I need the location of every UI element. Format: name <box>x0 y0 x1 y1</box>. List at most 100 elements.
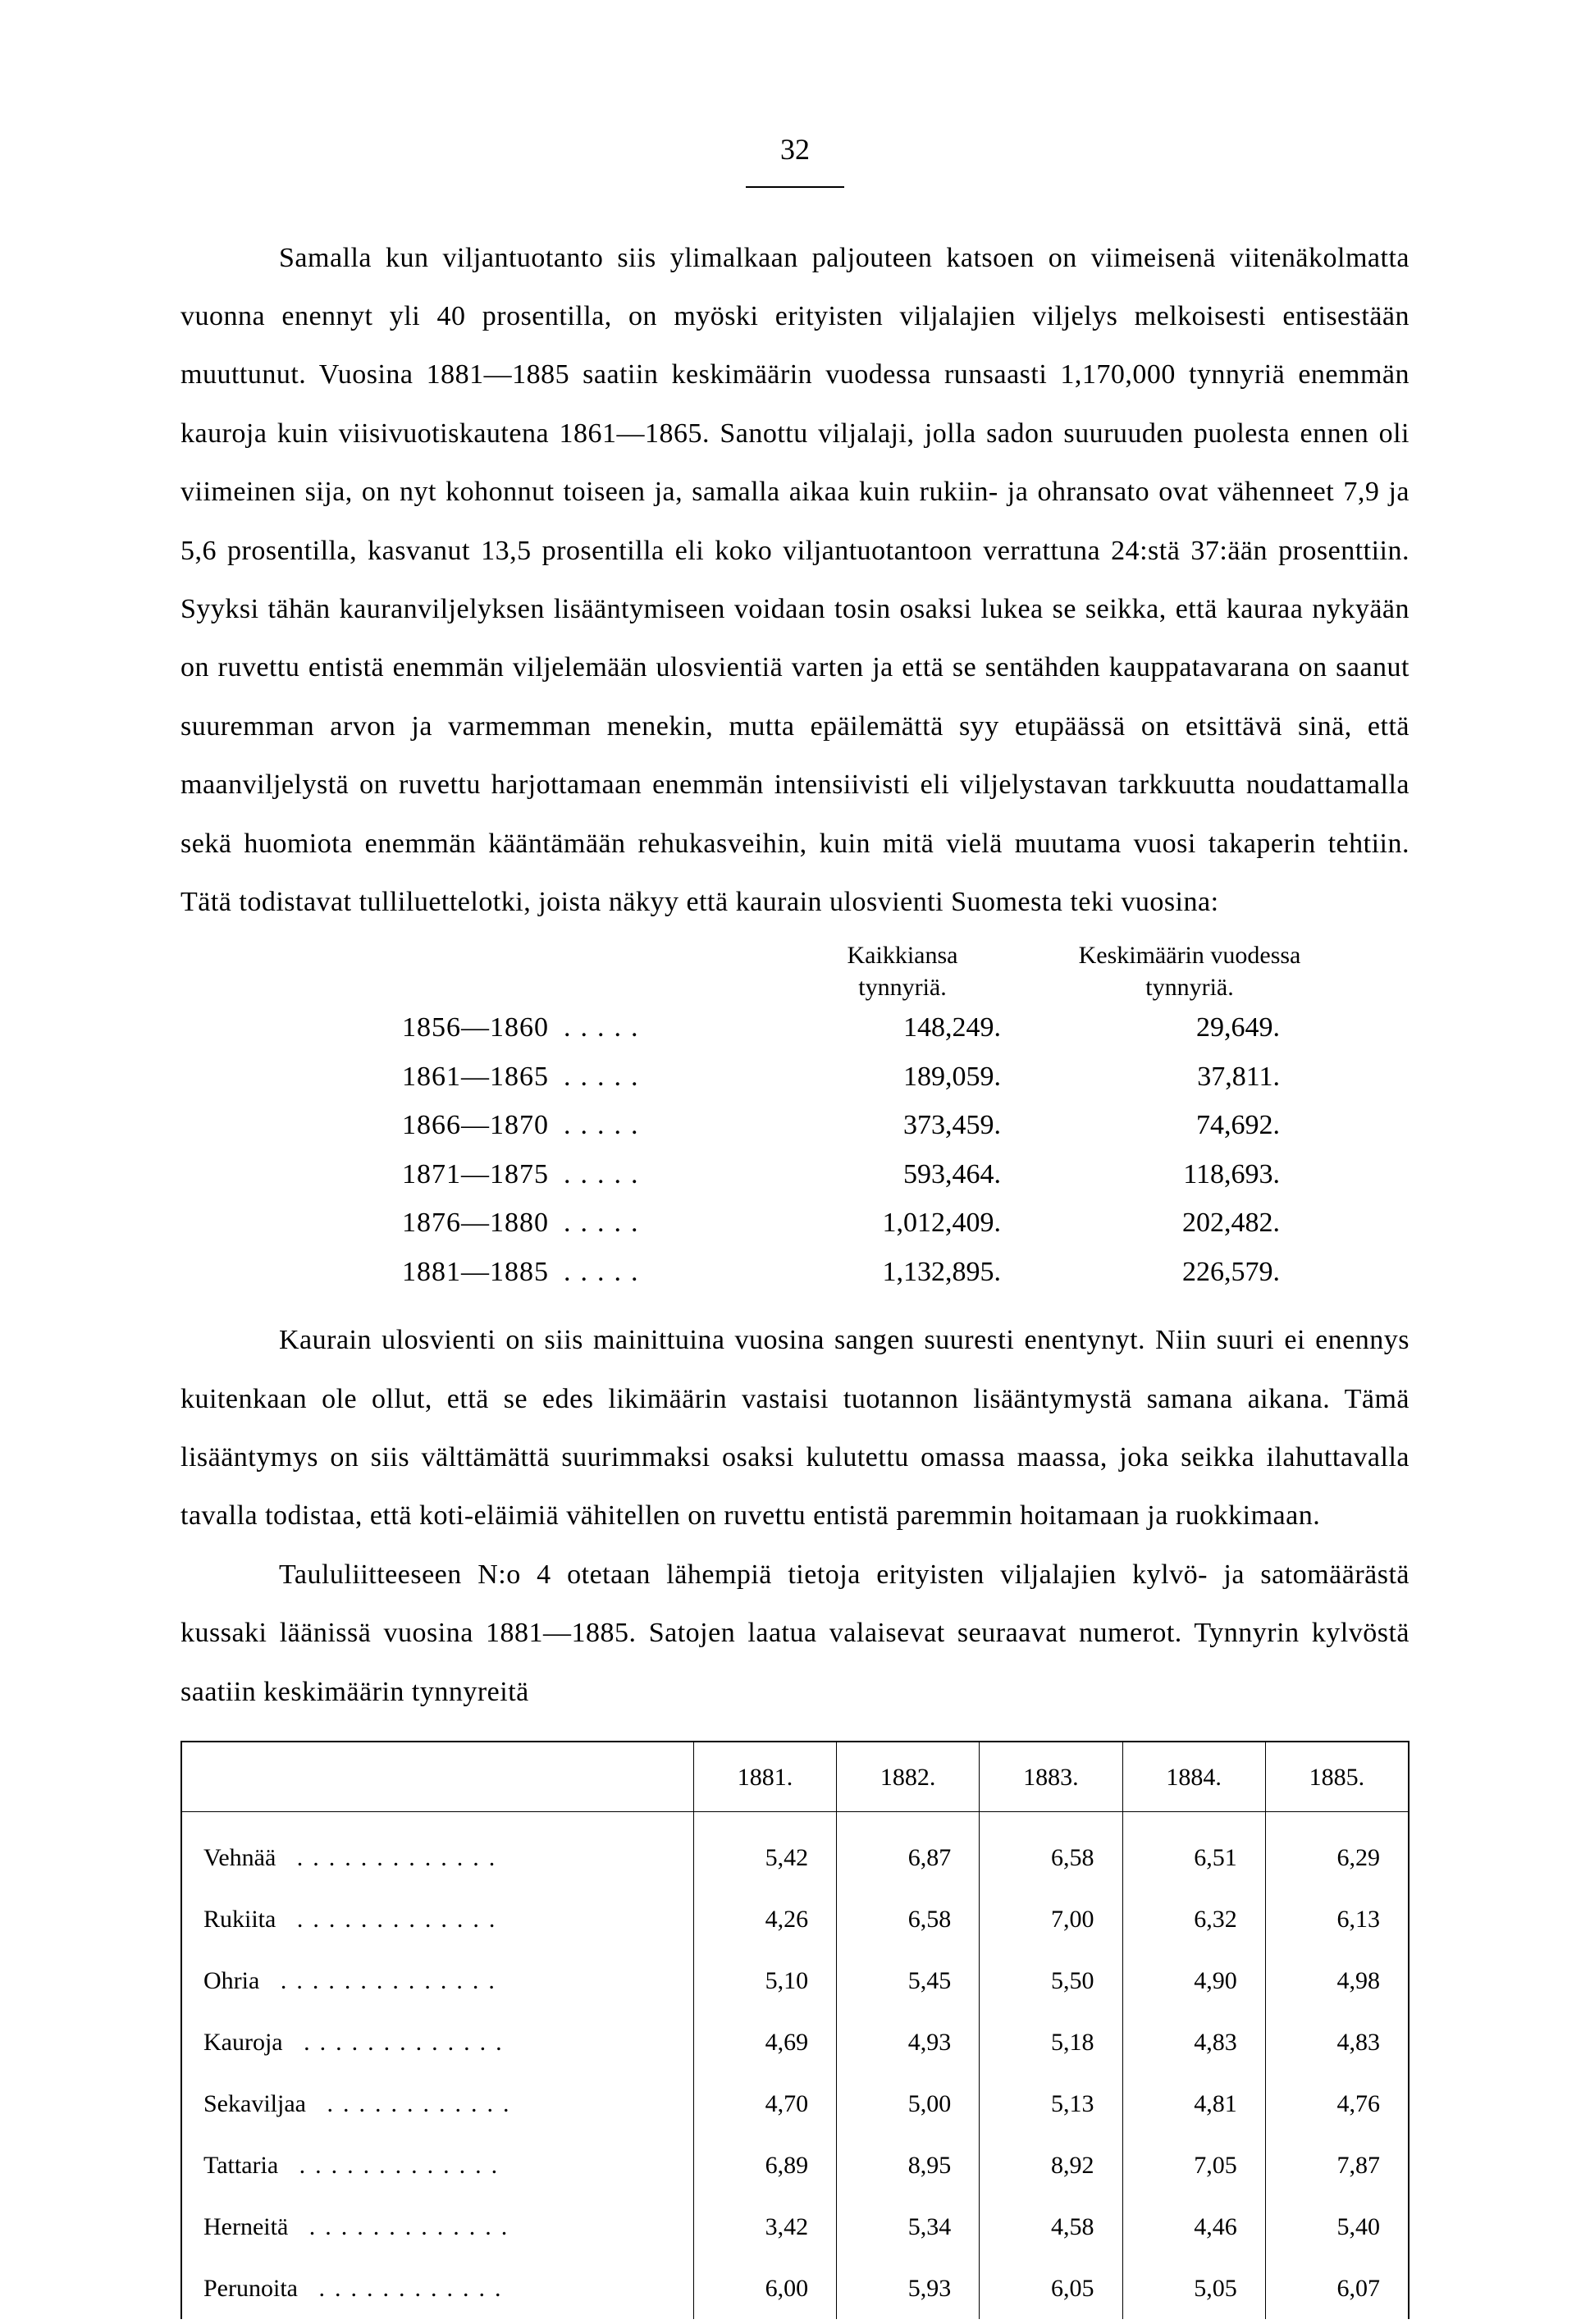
yield-crop-label: Tattaria ............. <box>181 2135 693 2196</box>
export-total: 1,012,409. <box>788 1199 1017 1248</box>
yield-value: 5,13 <box>980 2073 1122 2135</box>
yield-year-header: 1882. <box>837 1742 980 1812</box>
export-avg: 118,693. <box>1017 1150 1362 1199</box>
yield-value: 5,50 <box>980 1950 1122 2011</box>
leader-dots: ............. <box>278 2152 507 2179</box>
export-avg: 226,579. <box>1017 1248 1362 1297</box>
yield-row: Vehnää .............5,426,876,586,516,29 <box>181 1827 1409 1888</box>
yield-value: 4,70 <box>693 2073 836 2135</box>
export-header-total-2: tynnyriä. <box>788 971 1017 1003</box>
yield-crop-label: Herneitä ............. <box>181 2196 693 2258</box>
yield-value: 4,81 <box>1122 2073 1265 2135</box>
export-period: 1856—1860..... <box>180 1003 788 1052</box>
leader-dots: ............ <box>306 2090 519 2117</box>
yield-value: 6,29 <box>1265 1827 1409 1888</box>
yield-value: 7,05 <box>1122 2135 1265 2196</box>
export-row: 1881—1885.....1,132,895.226,579. <box>180 1248 1410 1297</box>
yield-row: Kauroja .............4,694,935,184,834,8… <box>181 2011 1409 2073</box>
yield-value: 6,07 <box>1265 2258 1409 2319</box>
yield-value: 5,18 <box>980 2011 1122 2073</box>
yield-value: 4,83 <box>1122 2011 1265 2073</box>
export-total: 373,459. <box>788 1101 1017 1150</box>
leader-dots: ............. <box>283 2029 512 2056</box>
yield-table-separator <box>181 1812 1409 1828</box>
yield-value: 4,58 <box>980 2196 1122 2258</box>
yield-value: 8,95 <box>837 2135 980 2196</box>
leader-dots: ..... <box>549 1012 648 1043</box>
yield-value: 5,00 <box>837 2073 980 2135</box>
yield-row: Sekaviljaa ............4,705,005,134,814… <box>181 2073 1409 2135</box>
export-period: 1876—1880..... <box>180 1199 788 1248</box>
yield-value: 6,58 <box>980 1827 1122 1888</box>
yield-value: 6,89 <box>693 2135 836 2196</box>
yield-value: 5,05 <box>1122 2258 1265 2319</box>
yield-value: 4,26 <box>693 1888 836 1950</box>
export-row: 1856—1860.....148,249.29,649. <box>180 1003 1410 1052</box>
yield-value: 5,40 <box>1265 2196 1409 2258</box>
export-avg: 29,649. <box>1017 1003 1362 1052</box>
yield-value: 8,92 <box>980 2135 1122 2196</box>
leader-dots: ..... <box>549 1062 648 1092</box>
yield-row: Rukiita .............4,266,587,006,326,1… <box>181 1888 1409 1950</box>
yield-value: 5,10 <box>693 1950 836 2011</box>
yield-crop-label: Vehnää ............. <box>181 1827 693 1888</box>
yield-value: 5,42 <box>693 1827 836 1888</box>
export-table-header: Kaikkiansa tynnyriä. Keskimäärin vuodess… <box>180 939 1410 1003</box>
export-total: 148,249. <box>788 1003 1017 1052</box>
export-avg: 37,811. <box>1017 1052 1362 1102</box>
leader-dots: ............ <box>298 2275 511 2302</box>
page-number-rule <box>746 186 844 188</box>
leader-dots: ..... <box>549 1257 648 1287</box>
export-period: 1871—1875..... <box>180 1150 788 1199</box>
export-header-total-1: Kaikkiansa <box>788 939 1017 971</box>
export-row: 1861—1865.....189,059.37,811. <box>180 1052 1410 1102</box>
yield-table: 1881.1882.1883.1884.1885. Vehnää .......… <box>180 1741 1410 2319</box>
yield-value: 6,51 <box>1122 1827 1265 1888</box>
export-period: 1866—1870..... <box>180 1101 788 1150</box>
yield-value: 4,46 <box>1122 2196 1265 2258</box>
yield-value: 4,69 <box>693 2011 836 2073</box>
leader-dots: ..... <box>549 1159 648 1189</box>
yield-row: Ohria ..............5,105,455,504,904,98 <box>181 1950 1409 2011</box>
yield-row: Tattaria .............6,898,958,927,057,… <box>181 2135 1409 2196</box>
export-period: 1881—1885..... <box>180 1248 788 1297</box>
paragraph-1: Samalla kun viljantuotanto siis ylimalka… <box>180 229 1410 932</box>
export-header-avg-2: tynnyriä. <box>1017 971 1362 1003</box>
yield-value: 7,00 <box>980 1888 1122 1950</box>
export-table: Kaikkiansa tynnyriä. Keskimäärin vuodess… <box>180 939 1410 1296</box>
yield-row: Perunoita ............6,005,936,055,056,… <box>181 2258 1409 2319</box>
yield-value: 3,42 <box>693 2196 836 2258</box>
leader-dots: .............. <box>259 1967 505 1994</box>
paragraph-2: Kaurain ulosvienti on siis mainittuina v… <box>180 1311 1410 1546</box>
leader-dots: ............. <box>276 1906 505 1933</box>
yield-row: Herneitä .............3,425,344,584,465,… <box>181 2196 1409 2258</box>
yield-table-header-row: 1881.1882.1883.1884.1885. <box>181 1742 1409 1812</box>
yield-value: 7,87 <box>1265 2135 1409 2196</box>
paragraph-3: Taululiitteeseen N:o 4 otetaan lähempiä … <box>180 1546 1410 1721</box>
yield-year-header: 1881. <box>693 1742 836 1812</box>
yield-value: 6,58 <box>837 1888 980 1950</box>
yield-year-header: 1884. <box>1122 1742 1265 1812</box>
yield-table-blank-header <box>181 1742 693 1812</box>
export-avg: 74,692. <box>1017 1101 1362 1150</box>
yield-value: 5,34 <box>837 2196 980 2258</box>
export-period: 1861—1865..... <box>180 1052 788 1102</box>
yield-value: 4,76 <box>1265 2073 1409 2135</box>
yield-value: 5,45 <box>837 1950 980 2011</box>
yield-crop-label: Sekaviljaa ............ <box>181 2073 693 2135</box>
yield-crop-label: Ohria .............. <box>181 1950 693 2011</box>
yield-value: 6,32 <box>1122 1888 1265 1950</box>
leader-dots: ..... <box>549 1208 648 1238</box>
page-number: 32 <box>180 119 1410 181</box>
export-row: 1866—1870.....373,459.74,692. <box>180 1101 1410 1150</box>
export-total: 1,132,895. <box>788 1248 1017 1297</box>
yield-value: 4,90 <box>1122 1950 1265 2011</box>
yield-value: 4,93 <box>837 2011 980 2073</box>
yield-value: 6,13 <box>1265 1888 1409 1950</box>
leader-dots: ............. <box>288 2213 517 2240</box>
export-total: 593,464. <box>788 1150 1017 1199</box>
export-avg: 202,482. <box>1017 1199 1362 1248</box>
yield-crop-label: Perunoita ............ <box>181 2258 693 2319</box>
yield-value: 6,87 <box>837 1827 980 1888</box>
yield-value: 6,05 <box>980 2258 1122 2319</box>
